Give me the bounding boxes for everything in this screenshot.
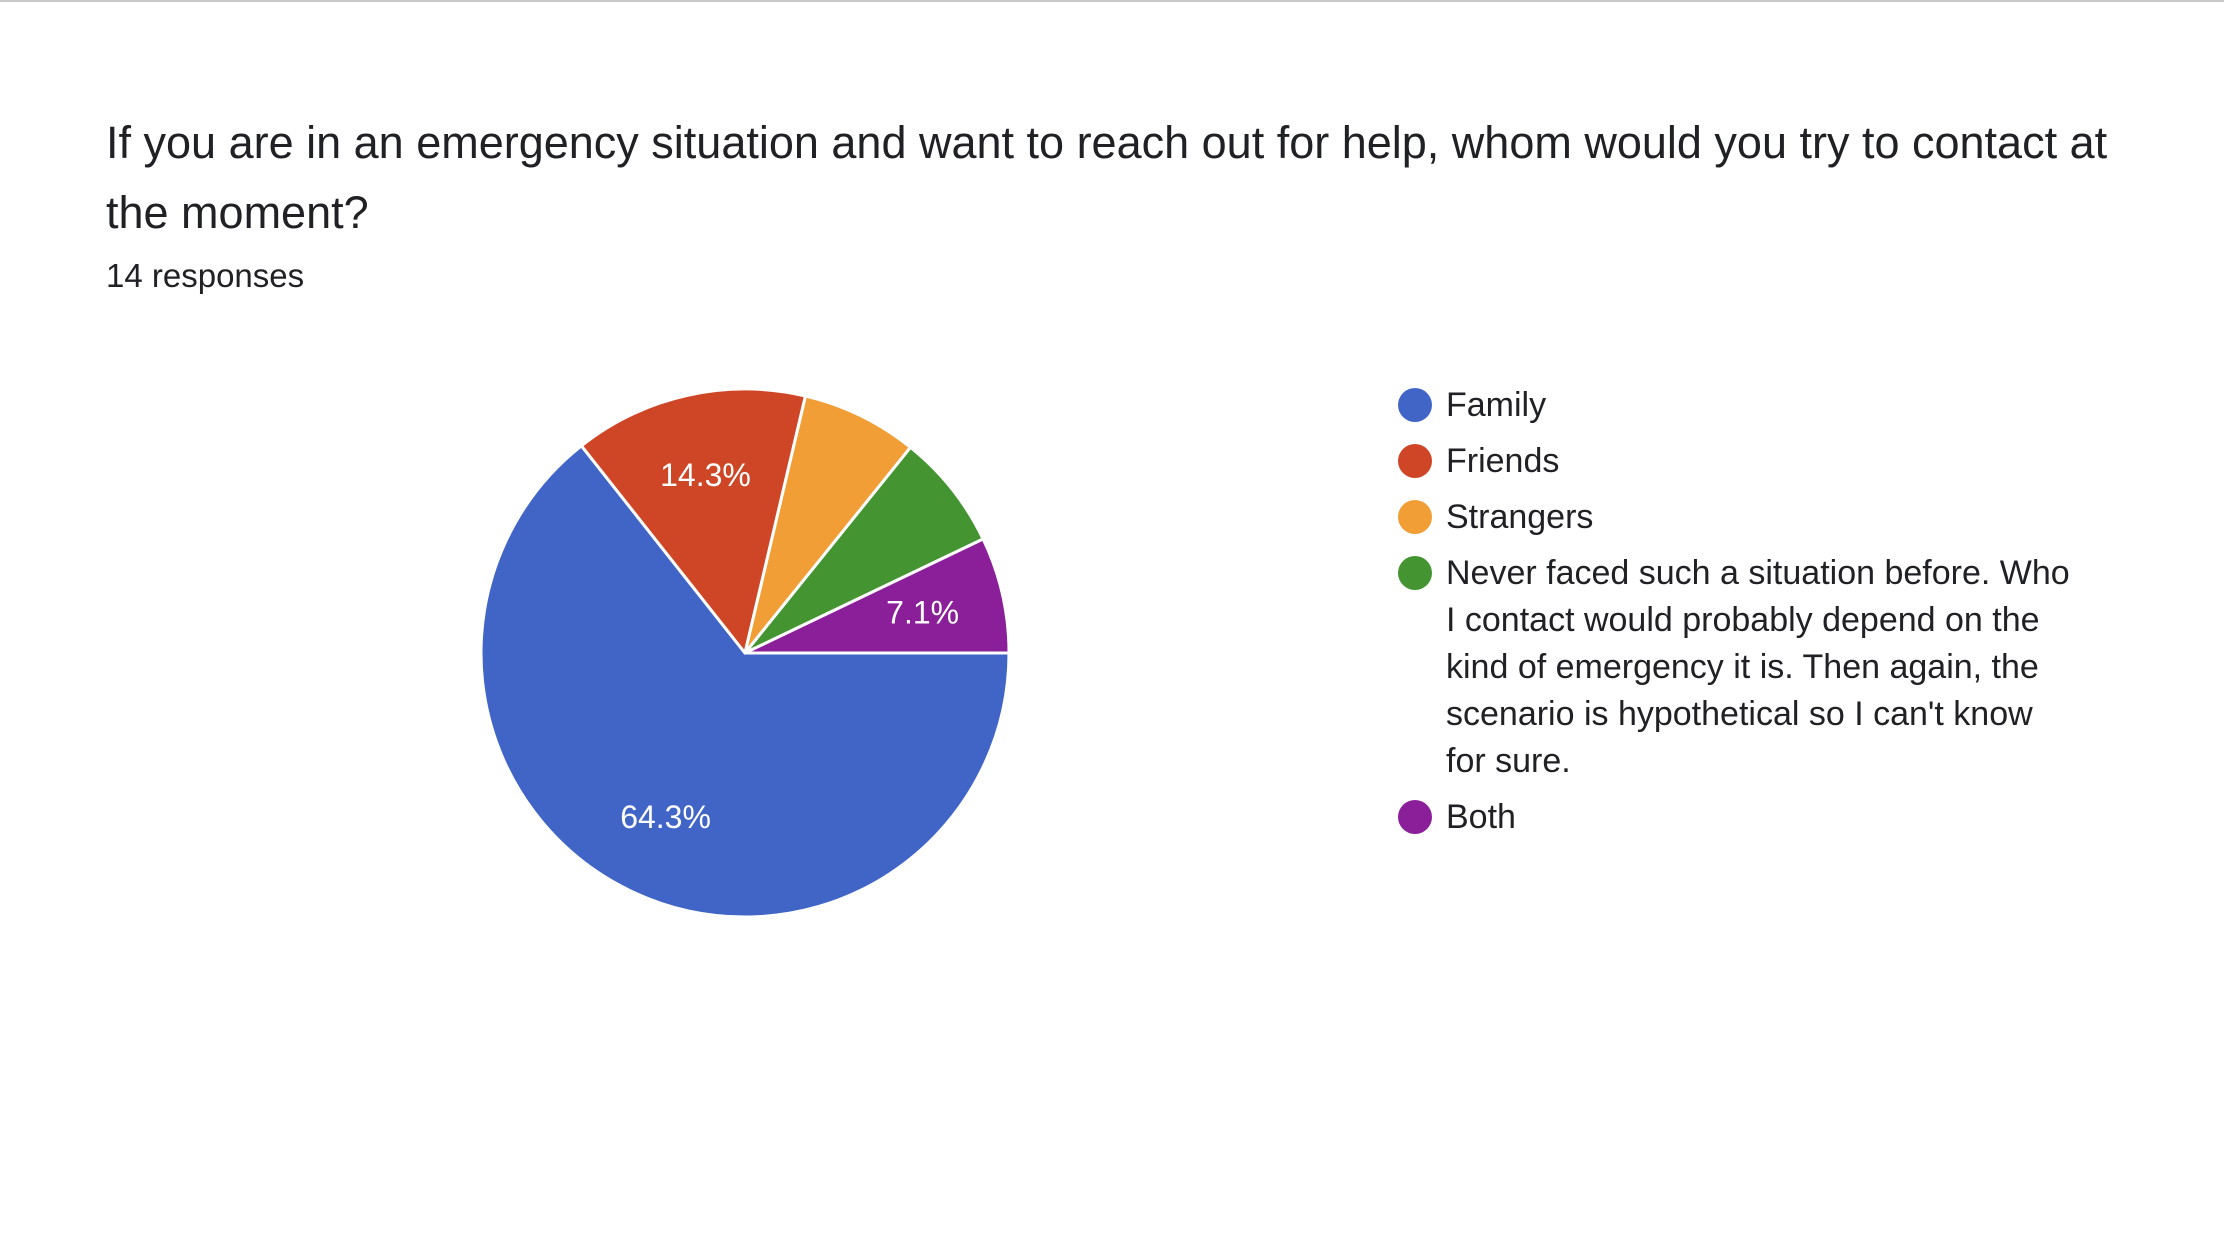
legend-swatch-icon — [1398, 556, 1432, 590]
legend-swatch-icon — [1398, 500, 1432, 534]
legend-label: Family — [1446, 386, 1547, 424]
pie-slice-1[interactable] — [479, 444, 1011, 919]
legend-swatch-icon — [1398, 388, 1432, 422]
legend-label: Friends — [1446, 442, 1560, 480]
pie-slice-5[interactable] — [743, 537, 1011, 655]
legend-label: Never faced such a situation before. Who… — [1446, 554, 2070, 780]
legend-item-3[interactable]: Strangers — [1398, 494, 2078, 541]
legend-item-2[interactable]: Friends — [1398, 438, 2078, 485]
pie-slice-2[interactable] — [579, 387, 807, 655]
question-title: If you are in an emergency situation and… — [106, 117, 2108, 238]
pie-slice-4[interactable] — [743, 445, 985, 655]
legend-label: Strangers — [1446, 498, 1594, 536]
legend-item-5[interactable]: Both — [1398, 794, 2078, 841]
pie-data-label-2: 14.3% — [660, 457, 751, 493]
chart-legend: Family Friends Strangers Never faced such a… — [1398, 382, 2078, 850]
legend-label: Both — [1446, 798, 1516, 836]
legend-item-1[interactable]: Family — [1398, 382, 2078, 429]
pie-data-label-5: 7.1% — [886, 595, 959, 631]
pie-data-label-1: 64.3% — [620, 799, 711, 835]
top-divider — [0, 0, 2224, 2]
response-count: 14 responses — [106, 257, 305, 294]
legend-item-4[interactable]: Never faced such a situation before. Who… — [1398, 550, 2078, 785]
pie-slice-3[interactable] — [743, 394, 913, 655]
legend-swatch-icon — [1398, 800, 1432, 834]
legend-swatch-icon — [1398, 444, 1432, 478]
